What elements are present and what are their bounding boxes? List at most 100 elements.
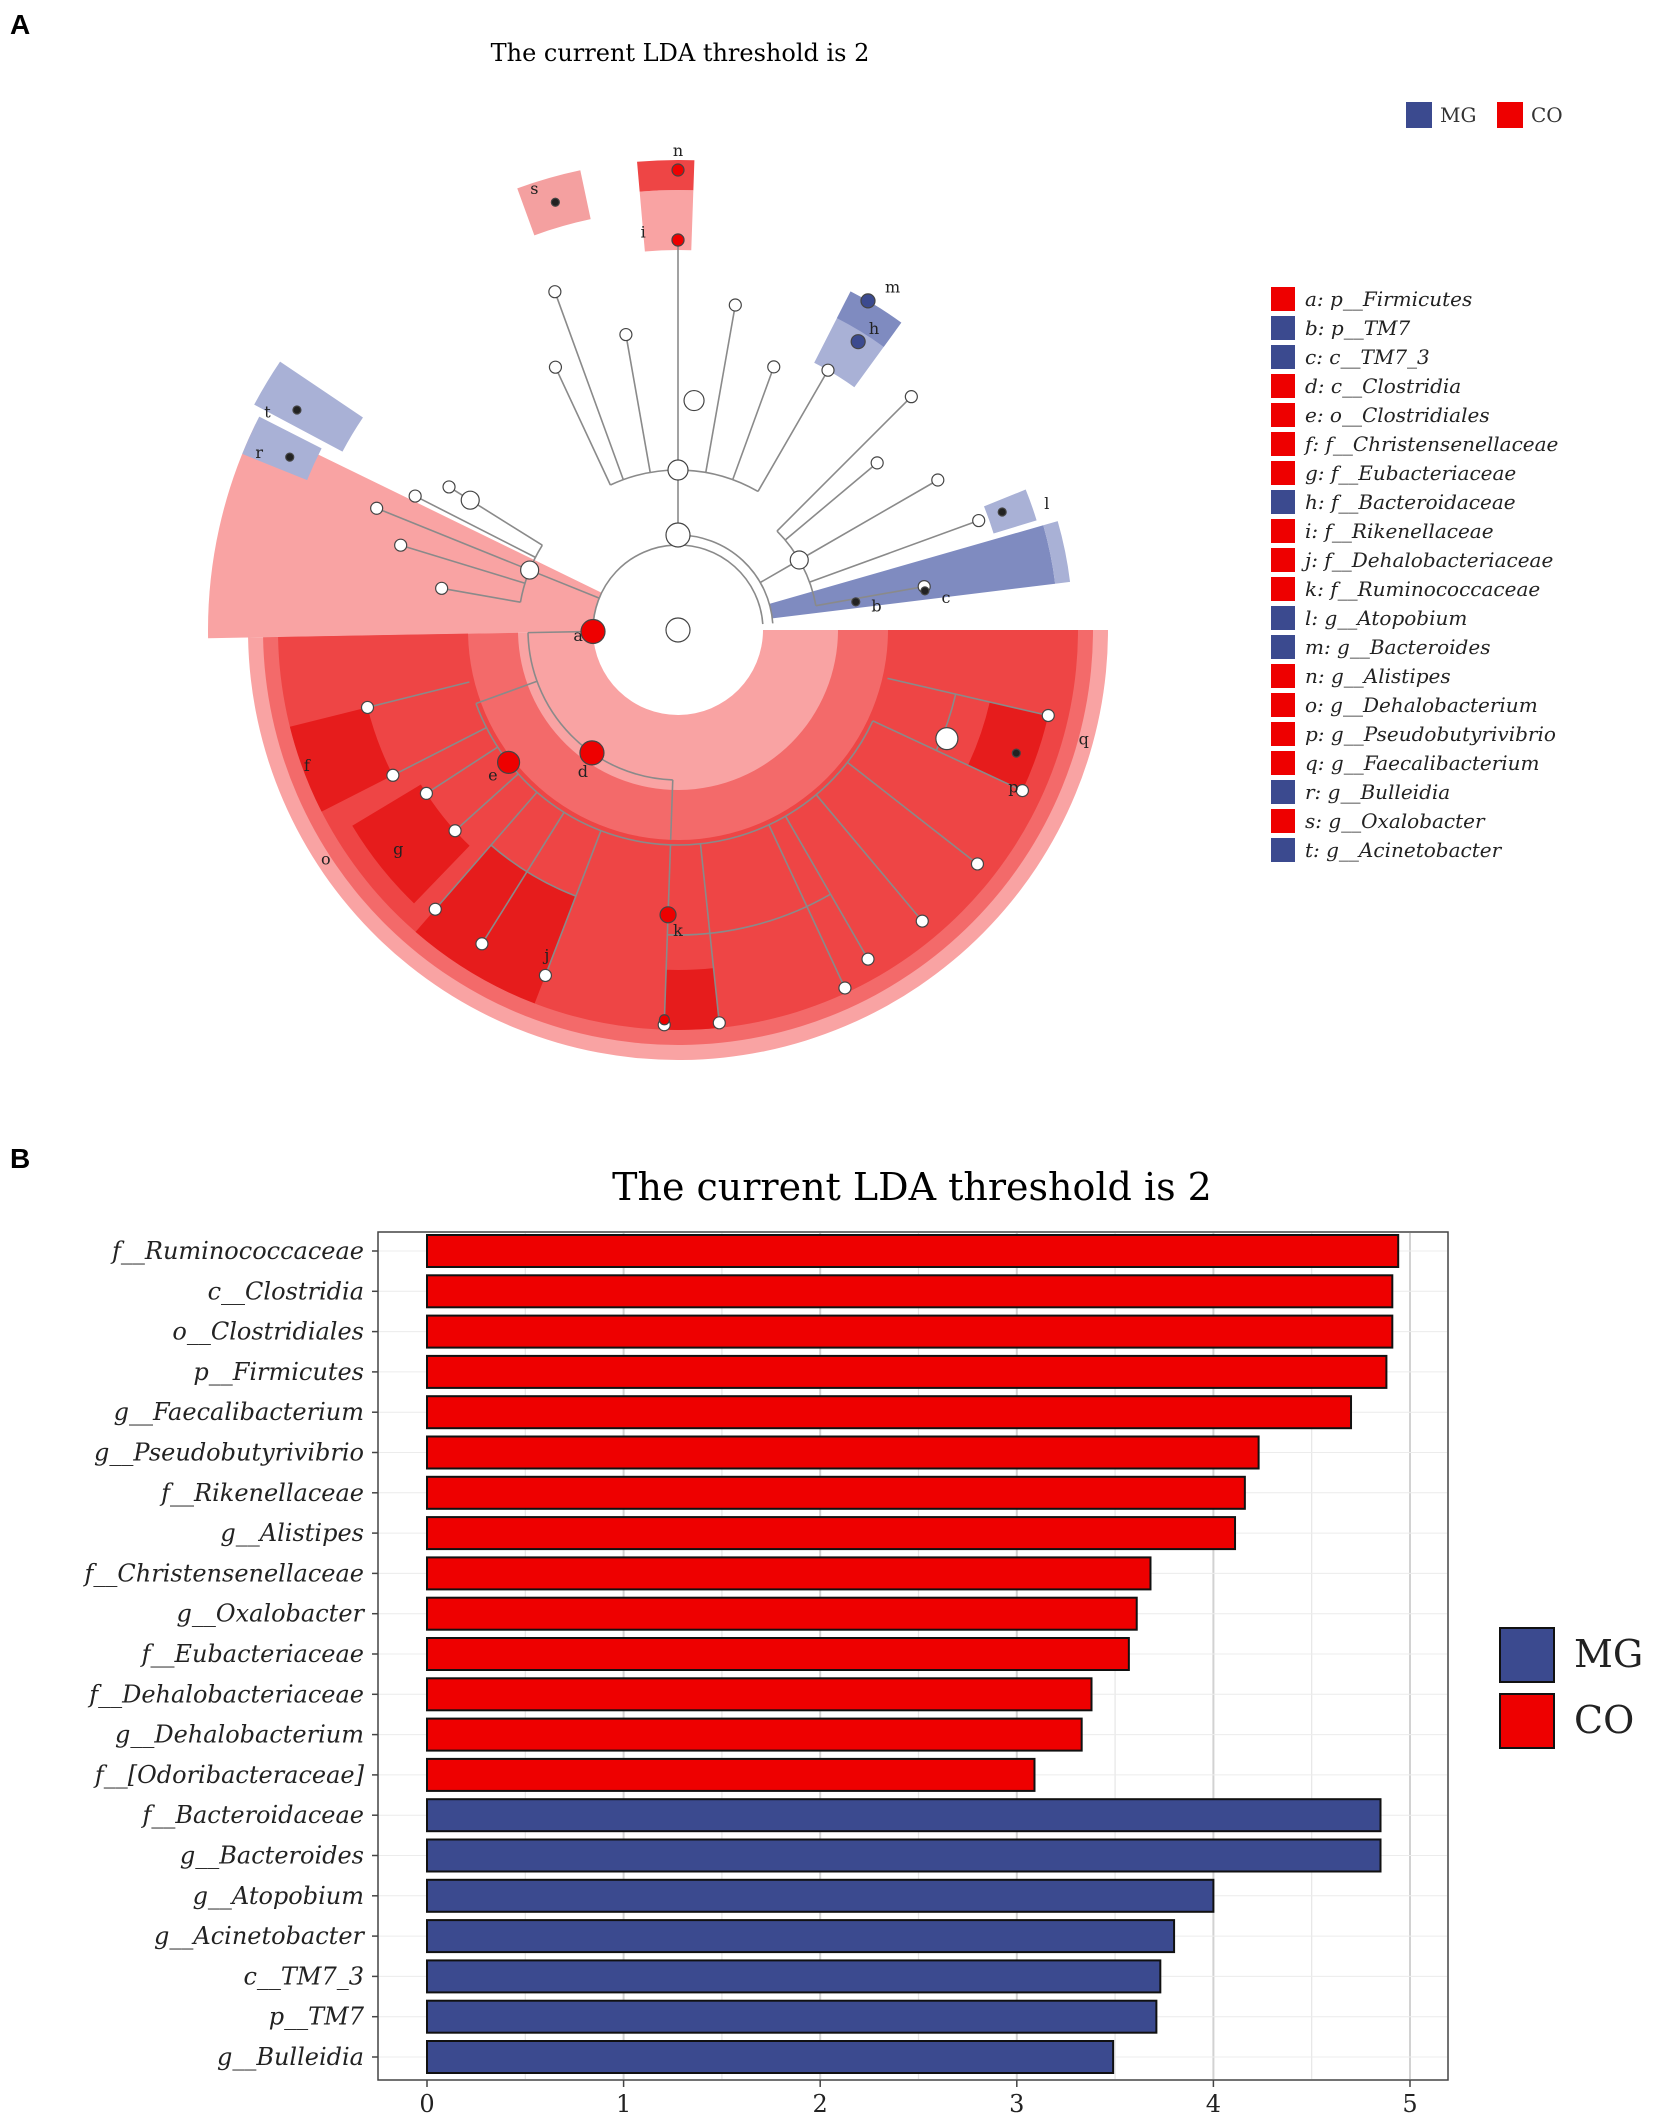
shade-g-pseudobutyrivibrio — [968, 701, 1049, 791]
leaf-node — [1041, 708, 1055, 723]
clade-swatch-q — [1271, 751, 1295, 775]
clade-letter-e: e — [488, 766, 497, 785]
branch-arc — [677, 534, 774, 624]
leaf-node — [548, 285, 562, 299]
clade-label-b: b: p__TM7 — [1305, 316, 1411, 340]
branch — [367, 681, 470, 709]
clade-swatch-m — [1271, 635, 1295, 659]
shade-f-eubacteriaceae — [352, 784, 470, 904]
clade-letter-k: k — [673, 921, 683, 940]
leaf-node — [767, 360, 781, 374]
clade-letter-q: q — [1079, 730, 1089, 749]
branch — [400, 544, 526, 584]
bar-g__Alistipes — [426, 1516, 1237, 1551]
internal-node — [667, 459, 689, 481]
clade-swatch-r — [1271, 780, 1295, 804]
panel-b-lda-chart: B The current LDA threshold is 2 f__Rumi… — [10, 1143, 1643, 2118]
leaf-node — [548, 360, 563, 374]
y-tick-label: g__Pseudobutyrivibrio — [94, 1439, 364, 1467]
chart-legend: MG CO — [1499, 1627, 1643, 1749]
bar-f__Ruminococcaceae — [426, 1234, 1400, 1268]
clade-swatch-t — [1271, 838, 1295, 862]
clade-swatch-d — [1271, 374, 1295, 398]
legend-swatch-MG — [1499, 1627, 1555, 1683]
leaf-node — [475, 937, 489, 951]
clade-label-d: d: c__Clostridia — [1305, 374, 1461, 398]
y-tick-label: g__Bacteroides — [180, 1842, 364, 1870]
y-tick-label: f__Ruminococcaceae — [110, 1237, 364, 1265]
bar-f__Christensenellaceae — [426, 1556, 1152, 1591]
y-tick-label: p__TM7 — [269, 2003, 365, 2031]
clade-label-s: s: g__Oxalobacter — [1305, 809, 1486, 833]
branch — [554, 291, 625, 480]
clade-letter-a: a — [573, 626, 583, 645]
shade-g-alistipes — [637, 160, 695, 192]
clade-swatch-j — [1271, 548, 1295, 572]
branch-arc — [667, 893, 831, 936]
x-tick-label: 1 — [616, 2090, 631, 2118]
internal-node — [460, 490, 480, 510]
clade-label-c: c: c__TM7_3 — [1305, 345, 1430, 369]
clade-label-e: e: o__Clostridiales — [1305, 403, 1490, 427]
branch — [625, 334, 652, 473]
node-e-o-clostridiales — [496, 750, 521, 774]
branch — [425, 746, 499, 795]
branch — [554, 366, 612, 486]
leaf-node — [435, 581, 449, 595]
leaf-node — [972, 513, 986, 528]
clade-label-t: t: g__Acinetobacter — [1305, 838, 1503, 862]
internal-node — [665, 522, 691, 548]
y-tick-label: g__Acinetobacter — [154, 1922, 366, 1950]
clade-letter-p: p — [1008, 777, 1018, 796]
branch — [669, 779, 674, 840]
branch — [392, 726, 487, 776]
node-o-g-dehalobacterium — [658, 1014, 670, 1026]
panel-a-label: A — [10, 9, 30, 40]
y-tick-label: g__Faecalibacterium — [114, 1398, 364, 1426]
internal-node — [683, 389, 705, 412]
y-tick-label: f__Dehalobacteriaceae — [87, 1680, 364, 1708]
bar-g__Pseudobutyrivibrio — [426, 1435, 1260, 1470]
branch — [475, 680, 538, 705]
branch-arc — [935, 693, 957, 751]
leaf-node — [904, 390, 918, 404]
clade-label-r: r: g__Bulleidia — [1305, 780, 1450, 804]
branch — [872, 720, 1023, 792]
leaf-node — [821, 363, 835, 377]
y-tick-label: g__Atopobium — [193, 1882, 364, 1910]
node-i-f-rikenellaceae — [671, 233, 685, 247]
bar-f__[Odoribacteraceae] — [426, 1757, 1036, 1792]
clade-swatch-h — [1271, 490, 1295, 514]
clade-label-n: n: g__Alistipes — [1305, 664, 1451, 688]
x-tick-label: 0 — [419, 2090, 434, 2118]
leaf-node — [931, 473, 945, 487]
clade-label-j: j: f__Dehalobacteriaceae — [1301, 548, 1553, 572]
node-s-g-oxalobacter — [550, 197, 560, 207]
panel-b-label: B — [10, 1143, 30, 1174]
x-tick-label: 4 — [1206, 2090, 1221, 2118]
clade-letter-b: b — [871, 597, 881, 616]
branch-arc — [527, 632, 673, 781]
bar-c__TM7_3 — [426, 1959, 1162, 1994]
y-tick-label: g__Oxalobacter — [177, 1600, 366, 1628]
shade-p-tm7 — [1043, 521, 1071, 584]
leaf-node — [442, 480, 456, 494]
clade-label-m: m: g__Bacteroides — [1305, 635, 1490, 659]
node-p-g-pseudobutyrivibrio — [1011, 748, 1021, 758]
legend-swatch-MG — [1406, 102, 1432, 128]
bar-p__TM7 — [426, 1999, 1158, 2034]
clade-swatch-k — [1271, 577, 1295, 601]
bar-g__Acinetobacter — [426, 1919, 1176, 1954]
y-tick-label: f__[Odoribacteraceae] — [93, 1761, 365, 1789]
clade-letter-h: h — [869, 319, 879, 338]
leaf-node — [538, 968, 553, 983]
node-l-g-atopobium — [997, 507, 1007, 517]
branch — [441, 587, 521, 604]
y-tick-labels: f__Ruminococcaceae c__Clostridia o__Clostr… — [83, 1237, 378, 2071]
branch — [784, 462, 878, 541]
branch — [768, 824, 846, 989]
cladogram: a b c d e f g h i j k l m n o p q r s t — [208, 141, 1108, 1060]
leaf-node — [915, 914, 929, 928]
internal-node — [520, 560, 540, 580]
x-ticks: 0 1 2 3 4 5 — [419, 2080, 1418, 2118]
